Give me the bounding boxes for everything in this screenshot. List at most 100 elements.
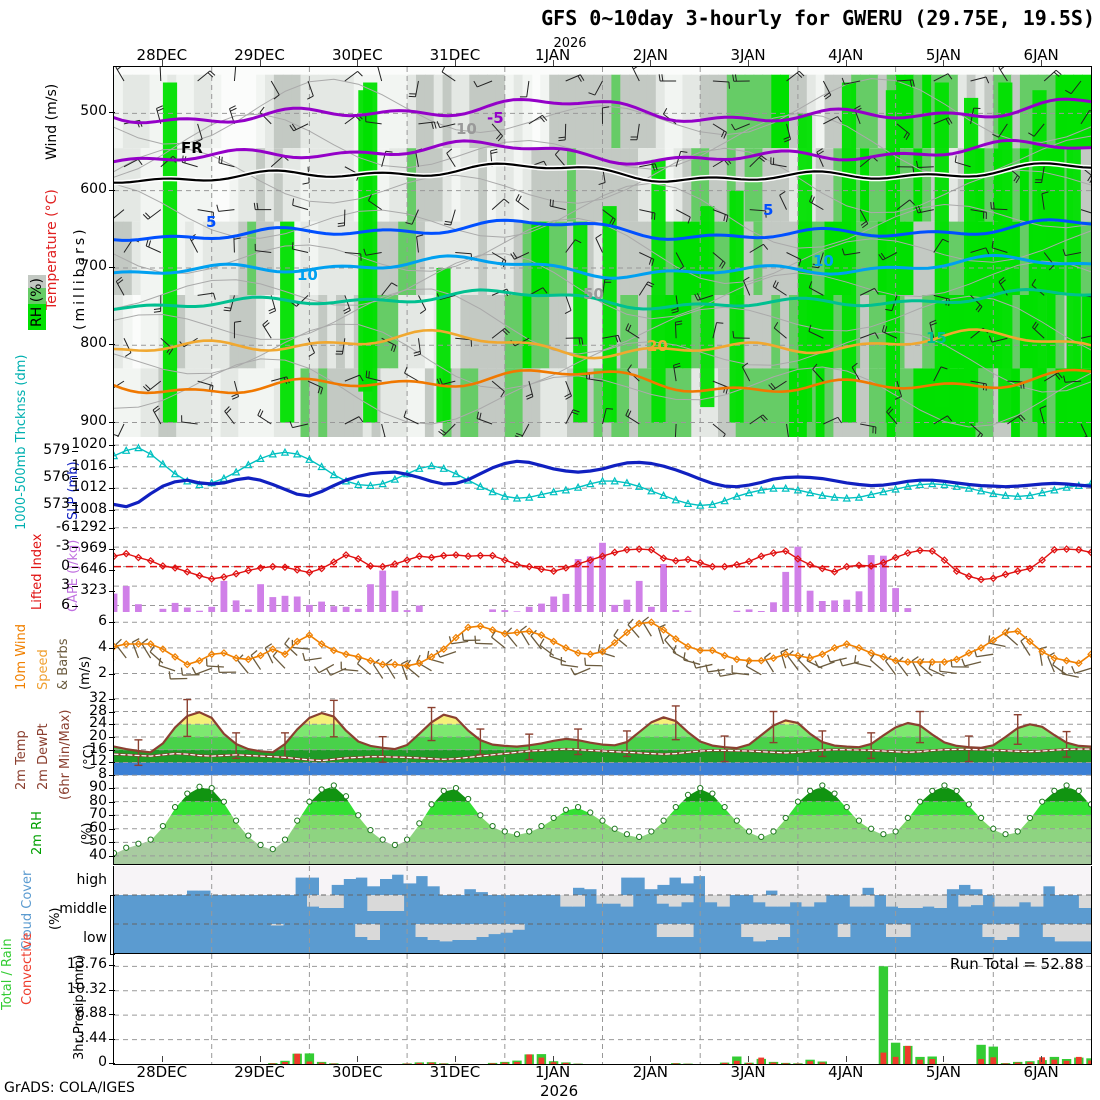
y-tick-cape-969: 969: [80, 540, 107, 557]
y-tick-precip-6.88: 6.88: [75, 1005, 107, 1022]
time-tick: [845, 1056, 847, 1062]
year-label-top: 2026: [553, 36, 587, 51]
svg-text:-5: -5: [487, 109, 504, 127]
y-tick-mark: [109, 749, 115, 751]
y-tick-mark: [109, 647, 115, 649]
cloud-row-label-middle: middle: [59, 900, 107, 917]
y-tick-precip-3.44: 3.44: [75, 1029, 107, 1046]
time-tick: [943, 60, 945, 66]
panel-precip[interactable]: [113, 953, 1092, 1065]
time-label-top-6jan: 6JAN: [1023, 46, 1059, 64]
y-tick-mark: [109, 673, 115, 675]
svg-text:10: 10: [456, 120, 477, 138]
y-tick-mark: [109, 989, 115, 991]
y-tick-mark: [109, 549, 115, 551]
y-tick-mark: [109, 509, 115, 511]
time-label-top-31dec: 31DEC: [429, 46, 481, 64]
svg-text:10: 10: [813, 252, 834, 270]
y-tick-li-0: 0: [61, 557, 70, 574]
y-tick-mark: [72, 504, 78, 506]
time-tick: [943, 1056, 945, 1062]
time-label-top-4jan: 4JAN: [828, 46, 864, 64]
axis-label-rh2m: 2m RH: [30, 811, 45, 855]
time-label-top-1jan: 1JAN: [535, 46, 571, 64]
panel-lifted-index-cape[interactable]: [113, 518, 1092, 613]
time-label-top-30dec: 30DEC: [331, 46, 383, 64]
y-tick-temp2m-28: 28: [89, 702, 107, 719]
y-tick-mark: [109, 344, 115, 346]
axis-label-pressure: (millibars): [72, 226, 88, 330]
grads-credit: GrADS: COLA/IGES: [4, 1080, 135, 1096]
time-tick: [357, 60, 359, 66]
svg-text:20: 20: [647, 337, 668, 355]
y-tick-temp2m-32: 32: [89, 689, 107, 706]
y-tick-pressure-600: 600: [80, 180, 107, 197]
y-tick-mark: [109, 855, 115, 857]
y-tick-mark: [109, 737, 115, 738]
panel-10m-wind[interactable]: [113, 612, 1092, 695]
time-tick: [748, 60, 750, 66]
y-tick-mark: [109, 488, 115, 490]
y-tick-mark: [109, 762, 115, 764]
time-label-top-3jan: 3JAN: [730, 46, 766, 64]
time-label-bottom-6jan: 6JAN: [1023, 1063, 1059, 1081]
axis-label-precip-total: Total / Rain: [0, 938, 15, 1010]
y-tick-thickness-576: 576: [43, 468, 70, 485]
svg-text:10: 10: [297, 266, 318, 284]
panel-2m-rh[interactable]: [113, 780, 1092, 865]
time-label-bottom-3jan: 3JAN: [730, 1063, 766, 1081]
y-tick-rh2m-80: 80: [89, 792, 107, 809]
time-tick: [259, 1056, 261, 1062]
y-tick-mark: [109, 698, 115, 700]
y-tick-pressure-900: 900: [80, 412, 107, 429]
cloud-row-label-low: low: [83, 929, 107, 946]
time-tick: [1041, 1056, 1043, 1062]
y-tick-mark: [109, 189, 115, 191]
axis-label-precip-conv: Convective: [20, 932, 35, 1005]
panel-2m-temp-dewpt[interactable]: [113, 694, 1092, 781]
cloud-row-label-high: high: [76, 871, 107, 888]
panel-cloud-cover[interactable]: [113, 866, 1092, 954]
time-label-top-29dec: 29DEC: [234, 46, 285, 64]
svg-text:FR: FR: [181, 139, 203, 157]
panel-slp-thickness[interactable]: [113, 437, 1092, 519]
time-tick: [650, 1056, 652, 1062]
time-label-bottom-5jan: 5JAN: [925, 1063, 962, 1081]
y-tick-li--3: -3: [56, 538, 70, 555]
y-tick-mark: [109, 528, 115, 530]
time-tick: [748, 1056, 750, 1062]
y-tick-mark: [109, 801, 115, 803]
y-tick-mark: [109, 445, 115, 447]
svg-text:5: 5: [206, 213, 216, 231]
y-tick-temp2m-12: 12: [89, 753, 107, 770]
y-tick-li-6: 6: [61, 596, 70, 613]
y-tick-rh2m-50: 50: [89, 833, 107, 850]
y-tick-rh2m-60: 60: [89, 819, 107, 836]
page-title: GFS 0~10day 3-hourly for GWERU (29.75E, …: [541, 6, 1095, 30]
y-tick-slp-1008: 1008: [71, 500, 107, 517]
svg-text:50: 50: [583, 285, 604, 303]
y-tick-precip-10.32: 10.32: [66, 980, 107, 997]
y-tick-rh2m-40: 40: [89, 846, 107, 863]
panel-upper-air[interactable]: -5 5 5 10 10 15 20 FR 10 50: [113, 66, 1092, 439]
time-label-bottom-2jan: 2JAN: [632, 1063, 668, 1081]
y-tick-pressure-700: 700: [80, 257, 107, 274]
time-label-top-28dec: 28DEC: [136, 46, 188, 64]
y-tick-mark: [109, 815, 115, 817]
time-tick: [161, 60, 163, 66]
y-tick-mark: [72, 450, 78, 452]
y-tick-rh2m-70: 70: [89, 806, 107, 823]
y-tick-mark: [72, 566, 78, 568]
y-tick-temp2m-16: 16: [89, 740, 107, 757]
y-tick-mark: [72, 586, 78, 588]
y-tick-rh2m-90: 90: [89, 779, 107, 796]
time-tick: [454, 1056, 456, 1062]
y-tick-wind-2: 2: [98, 664, 107, 681]
time-label-bottom-30dec: 30DEC: [331, 1063, 383, 1081]
time-label-bottom-29dec: 29DEC: [234, 1063, 285, 1081]
time-tick: [1041, 60, 1043, 66]
y-tick-precip-0: 0: [98, 1054, 107, 1070]
y-tick-mark: [109, 466, 115, 468]
y-tick-mark: [72, 547, 78, 549]
time-tick: [357, 1056, 359, 1062]
